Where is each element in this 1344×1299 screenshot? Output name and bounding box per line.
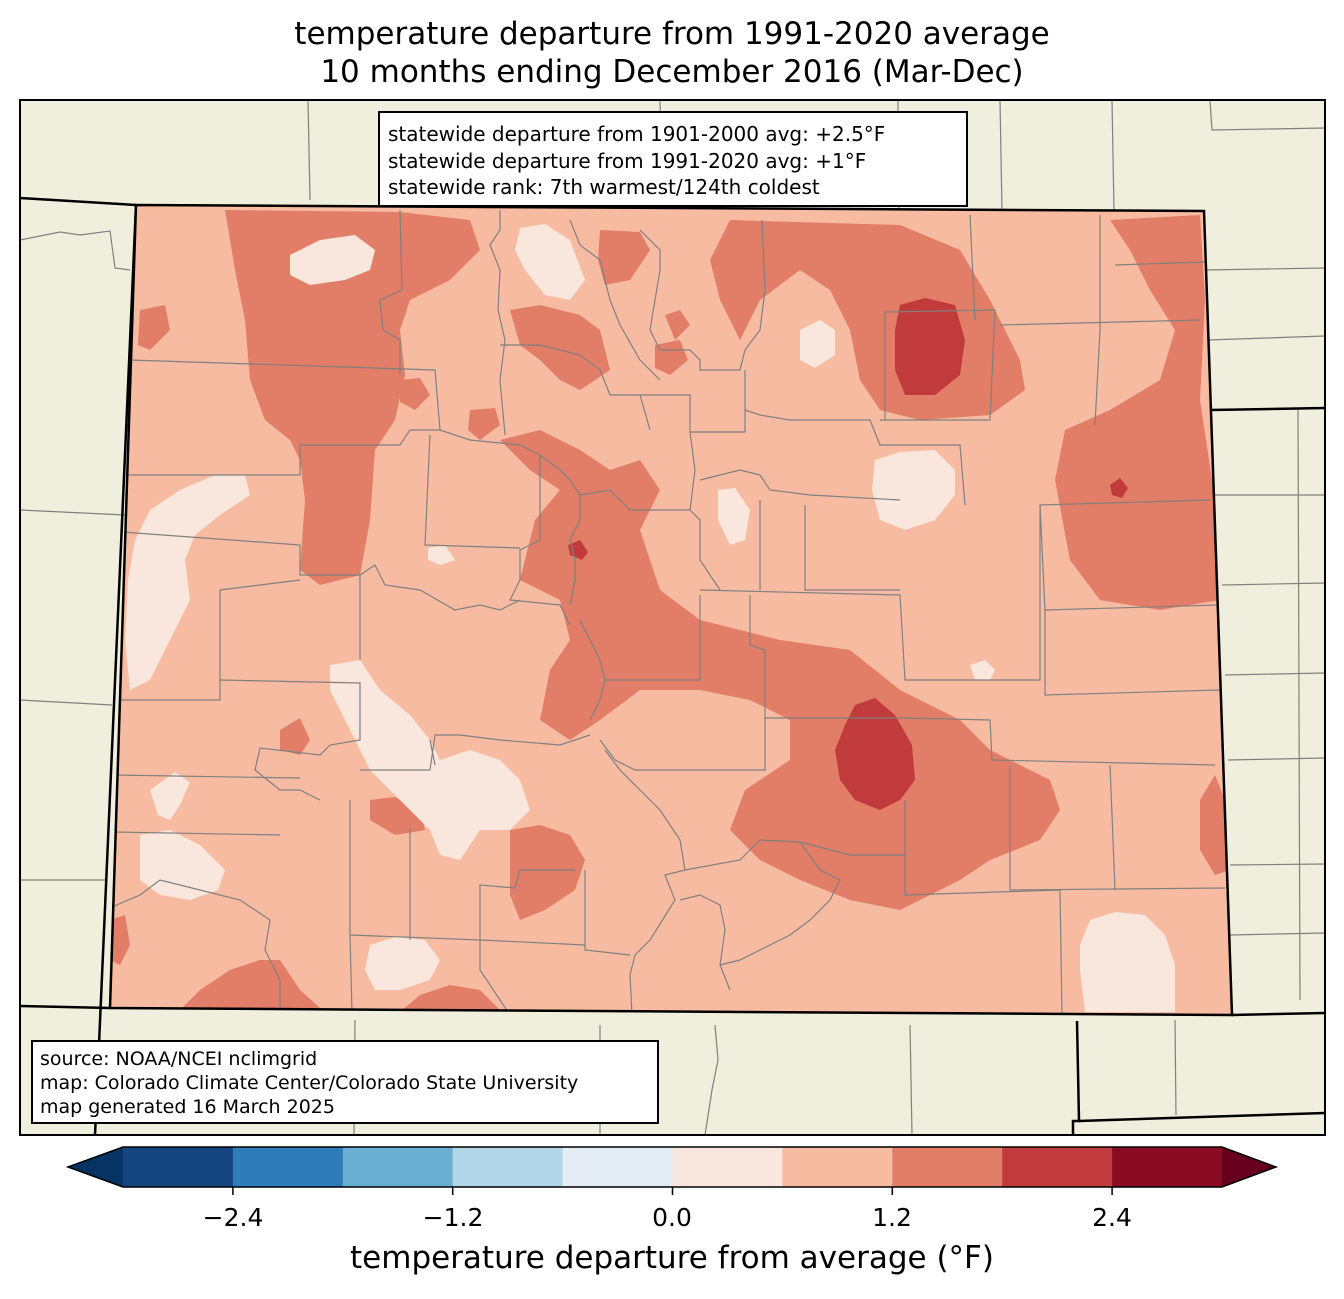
departure-regions-0-0.6	[125, 224, 1175, 1012]
colorbar-tick-label: 2.4	[1092, 1203, 1132, 1232]
colorbar-segment	[562, 1147, 673, 1187]
stats-line-1901-2000: statewide departure from 1901-2000 avg: …	[388, 122, 886, 146]
colorbar-tick-label: 1.2	[872, 1203, 912, 1232]
colorbar-segment	[452, 1147, 564, 1187]
colorbar-outline	[65, 1146, 1279, 1188]
colorbar-extend-high	[1222, 1147, 1276, 1187]
colorbar-tick-label: −2.4	[202, 1203, 264, 1232]
colorbar-tick-label: 0.0	[652, 1203, 692, 1232]
colorbar	[65, 1146, 1279, 1195]
colorbar-segment	[1112, 1147, 1223, 1187]
stats-line-rank: statewide rank: 7th warmest/124th coldes…	[388, 175, 820, 199]
colorbar-segment	[672, 1147, 783, 1187]
departure-regions-1.8-2.4	[568, 298, 1128, 810]
source-line-data: source: NOAA/NCEI nclimgrid	[40, 1048, 318, 1070]
colorbar-segment	[892, 1147, 1003, 1187]
colorbar-label: temperature departure from average (°F)	[350, 1240, 994, 1276]
source-line-generated: map generated 16 March 2025	[40, 1096, 335, 1118]
map-frame	[19, 99, 1326, 1136]
neighbor-state-borders	[20, 196, 1325, 1135]
statewide-stats-box: statewide departure from 1901-2000 avg: …	[378, 111, 968, 207]
colorbar-segment	[342, 1147, 454, 1187]
colorbar-tick-label: −1.2	[422, 1203, 484, 1232]
colorbar-segment	[782, 1147, 893, 1187]
temperature-field	[110, 205, 1232, 1015]
colorbar-segment	[1002, 1147, 1113, 1187]
colorbar-segment	[123, 1147, 234, 1187]
map-title-line2: 10 months ending December 2016 (Mar-Dec)	[320, 54, 1024, 90]
colorado-county-lines	[110, 209, 1226, 1015]
source-line-map: map: Colorado Climate Center/Colorado St…	[40, 1072, 579, 1094]
colorado-border	[108, 203, 1234, 1017]
stats-line-1991-2020: statewide departure from 1991-2020 avg: …	[388, 148, 867, 173]
colorbar-segment	[232, 1147, 344, 1187]
source-box: source: NOAA/NCEI nclimgrid map: Colorad…	[31, 1040, 659, 1124]
map-title-line1: temperature departure from 1991-2020 ave…	[294, 16, 1050, 52]
colorbar-extend-low	[68, 1147, 123, 1187]
